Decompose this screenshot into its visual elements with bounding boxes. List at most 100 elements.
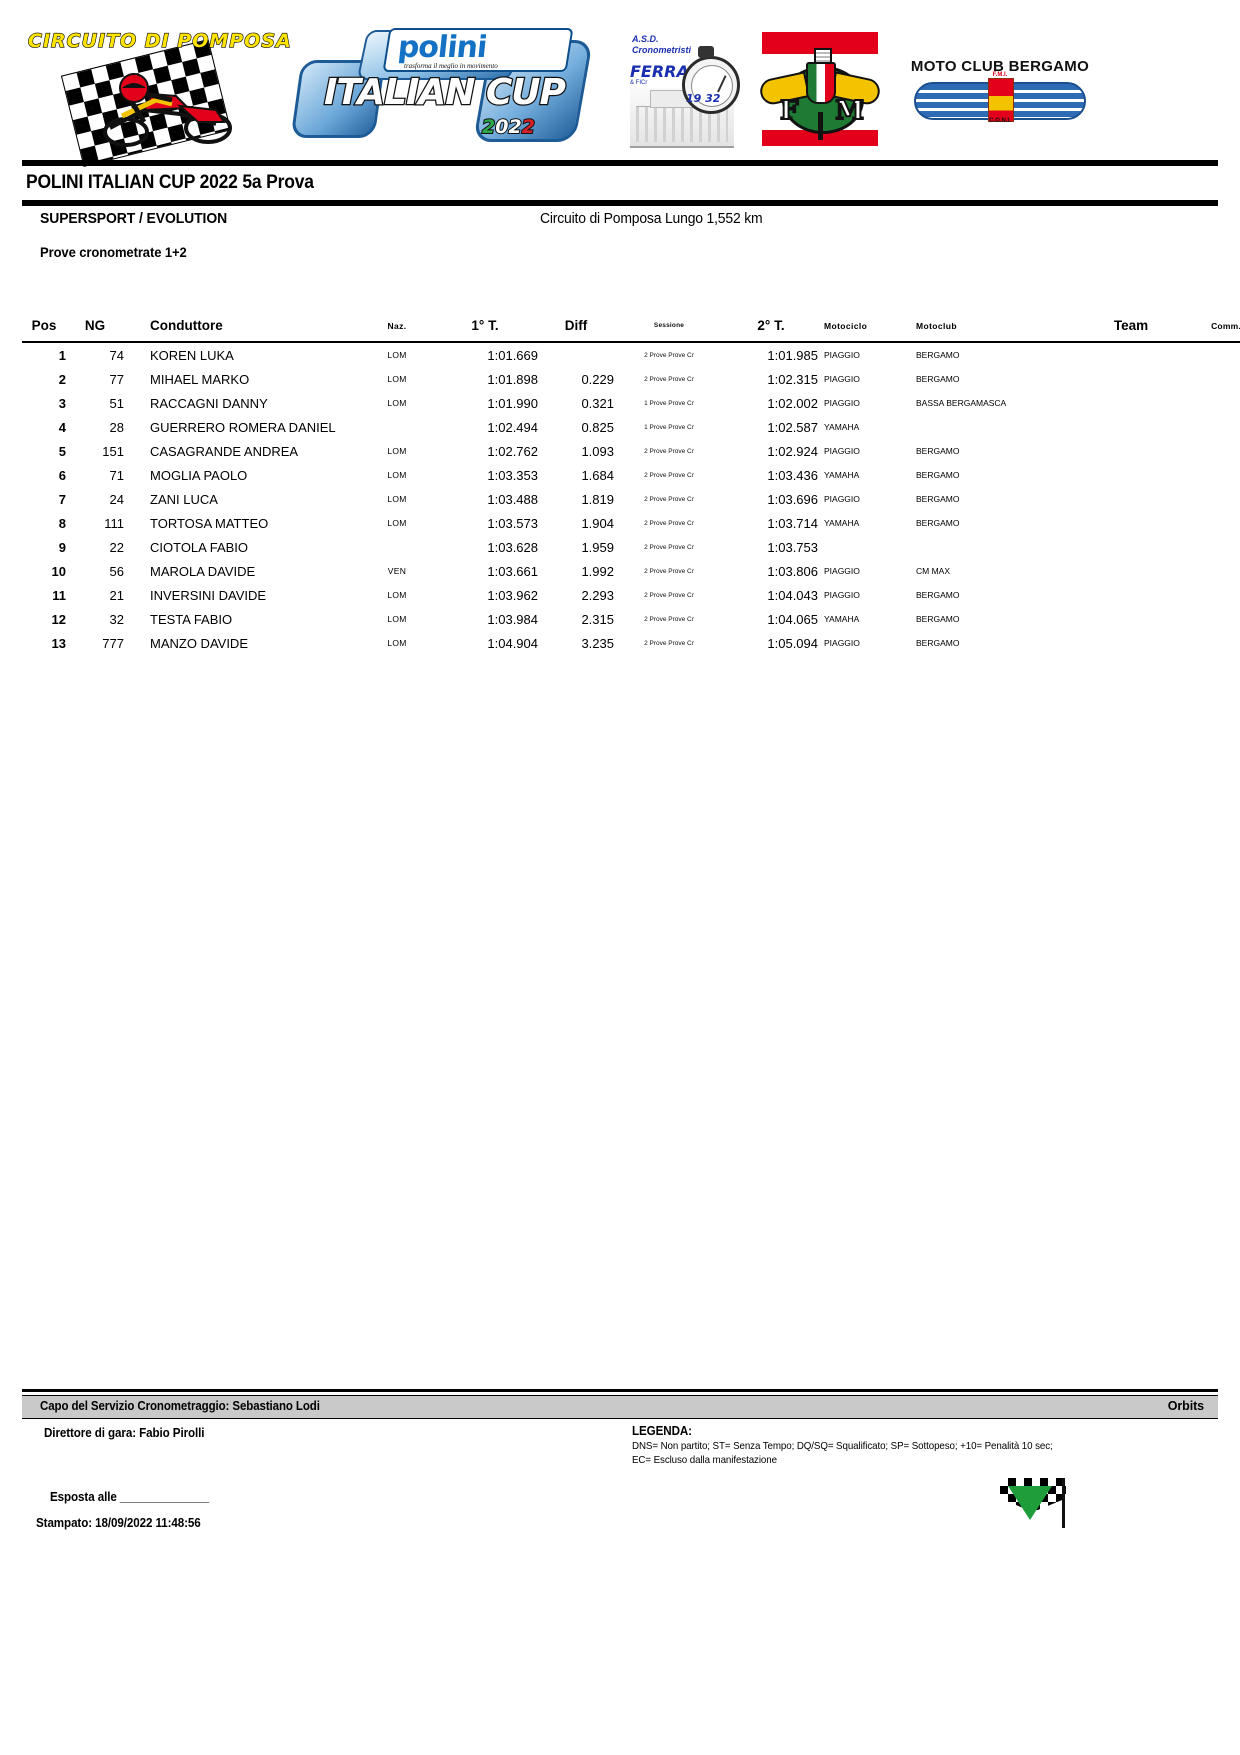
- footer-rule: [22, 1389, 1218, 1392]
- asd-cronometristi-ferrara-logo: A.S.D. Cronometristi FERRARA & FICr 19 3…: [628, 30, 740, 148]
- crono-founding-year: 19 32: [686, 92, 721, 105]
- legend-line-1: DNS= Non partito; ST= Senza Tempo; DQ/SQ…: [632, 1440, 1053, 1452]
- cell-pos: 6: [58, 467, 66, 483]
- cell-diff: 0.825: [581, 419, 614, 435]
- cell-team: [1066, 439, 1196, 463]
- mcb-wing-right-icon: [1008, 82, 1086, 120]
- crono-sub: & FICr: [630, 80, 648, 86]
- cell-pos: 10: [51, 563, 66, 579]
- cell-diff: 0.321: [581, 395, 614, 411]
- cell-naz: LOM: [387, 638, 407, 648]
- cell-team: [1066, 559, 1196, 583]
- cell-t1: 1:03.628: [487, 539, 538, 555]
- cell-naz: LOM: [387, 614, 407, 624]
- cell-moto: YAMAHA: [824, 470, 860, 480]
- cell-team: [1066, 415, 1196, 439]
- cell-diff: 1.904: [581, 515, 614, 531]
- checkered-flag-watermark-icon: [1000, 1478, 1076, 1534]
- cell-comm: [1196, 439, 1240, 463]
- col-header-diff: Diff: [538, 318, 614, 343]
- cell-pos: 8: [58, 515, 66, 531]
- cell-name: MIHAEL MARKO: [150, 371, 250, 387]
- cell-naz: LOM: [387, 398, 407, 408]
- cell-name: KOREN LUKA: [150, 347, 234, 363]
- cell-club: BERGAMO: [916, 614, 960, 624]
- cell-ng: 24: [109, 491, 124, 507]
- cell-ng: 32: [109, 611, 124, 627]
- logo-bar: CIRCUITO DI POMPOSA polini trasforma il …: [0, 8, 1240, 167]
- cell-moto: PIAGGIO: [824, 350, 860, 360]
- italian-cup-title: ITALIAN CUP: [323, 71, 567, 115]
- cell-moto: PIAGGIO: [824, 590, 860, 600]
- cell-sess: 2 Prove Prove Cr: [644, 591, 694, 599]
- cell-t1: 1:02.762: [487, 443, 538, 459]
- stopwatch-icon: [682, 56, 740, 114]
- cell-club: BERGAMO: [916, 494, 960, 504]
- cell-club: [910, 535, 1066, 559]
- polini-slogan: trasforma il meglio in movimento: [404, 62, 498, 70]
- cell-sess: 2 Prove Prove Cr: [644, 543, 694, 551]
- cell-ng: 51: [109, 395, 124, 411]
- cell-name: CIOTOLA FABIO: [150, 539, 249, 555]
- cell-moto: PIAGGIO: [824, 638, 860, 648]
- cell-t2: 1:02.002: [767, 395, 818, 411]
- page-title: POLINI ITALIAN CUP 2022 5a Prova: [26, 172, 314, 193]
- circuito-di-pomposa-logo: CIRCUITO DI POMPOSA: [27, 29, 292, 167]
- cell-diff: 1.093: [581, 443, 614, 459]
- fmi-italian-shield-icon: [806, 62, 836, 104]
- cell-team: [1066, 511, 1196, 535]
- moto-club-bergamo-text: MOTO CLUB BERGAMO: [910, 58, 1090, 75]
- fmi-stem: [818, 112, 823, 140]
- cell-name: INVERSINI DAVIDE: [150, 587, 267, 603]
- cell-moto: YAMAHA: [824, 422, 860, 432]
- fmi-logo: F M: [757, 32, 883, 146]
- cell-sess: 2 Prove Prove Cr: [644, 615, 694, 623]
- cell-club: BERGAMO: [916, 470, 960, 480]
- col-header-naz: Naz.: [362, 318, 432, 343]
- legend-block: LEGENDA: DNS= Non partito; ST= Senza Tem…: [632, 1424, 1102, 1466]
- cell-club: CM MAX: [916, 566, 950, 576]
- cell-ng: 71: [109, 467, 124, 483]
- cell-t2: 1:02.315: [767, 371, 818, 387]
- cell-t2: 1:05.094: [767, 635, 818, 651]
- cell-name: TESTA FABIO: [150, 611, 233, 627]
- pomposa-logo-text: CIRCUITO DI POMPOSA: [27, 29, 292, 52]
- table-row: 5 151 CASAGRANDE ANDREA LOM 1:02.762 1.093 2 P…: [22, 439, 1240, 463]
- cell-moto: PIAGGIO: [824, 374, 860, 384]
- cell-diff: 3.235: [581, 635, 614, 651]
- cell-team: [1066, 463, 1196, 487]
- category-label: SUPERSPORT / EVOLUTION: [40, 210, 228, 227]
- cell-ng: 77: [109, 371, 124, 387]
- cell-club: BERGAMO: [916, 374, 960, 384]
- cell-pos: 5: [58, 443, 66, 459]
- cell-t1: 1:03.573: [487, 515, 538, 531]
- col-header-comm: Comm.: [1196, 318, 1240, 343]
- results-table-head: Pos NG Conduttore Naz. 1° T. Diff Sessio…: [22, 318, 1240, 343]
- results-table-body: 1 74 KOREN LUKA LOM 1:01.669 2 Prove Prove Cr…: [22, 342, 1240, 655]
- cell-t2: 1:03.753: [767, 539, 818, 555]
- cell-diff: 1.992: [581, 563, 614, 579]
- crono-asd-label: A.S.D. Cronometristi: [632, 34, 691, 56]
- cell-club: BERGAMO: [916, 446, 960, 456]
- col-header-motoclub: Motoclub: [910, 318, 1066, 343]
- cell-sess: 1 Prove Prove Cr: [644, 399, 694, 407]
- table-row: 9 22 CIOTOLA FABIO 1:03.628 1.959 2 Prove Pro…: [22, 535, 1240, 559]
- cell-t2: 1:03.714: [767, 515, 818, 531]
- col-header-ng: NG: [66, 318, 124, 343]
- mcb-wing-left-icon: [914, 82, 992, 120]
- table-header-row: Pos NG Conduttore Naz. 1° T. Diff Sessio…: [22, 318, 1240, 343]
- cell-club: BERGAMO: [916, 350, 960, 360]
- cell-name: MANZO DAVIDE: [150, 635, 248, 651]
- cell-team: [1066, 367, 1196, 391]
- cell-moto: PIAGGIO: [824, 566, 860, 576]
- cell-naz: VEN: [387, 566, 407, 576]
- cell-comm: [1196, 583, 1240, 607]
- cell-comm: [1196, 607, 1240, 631]
- cell-t2: 1:04.043: [767, 587, 818, 603]
- table-row: 12 32 TESTA FABIO LOM 1:03.984 2.315 2 Prove P…: [22, 607, 1240, 631]
- cell-team: [1066, 391, 1196, 415]
- mcb-fmi-label: F.M.I.: [992, 72, 1008, 78]
- cell-name: RACCAGNI DANNY: [150, 395, 268, 411]
- cell-t1: 1:03.984: [487, 611, 538, 627]
- cell-club: [910, 415, 1066, 439]
